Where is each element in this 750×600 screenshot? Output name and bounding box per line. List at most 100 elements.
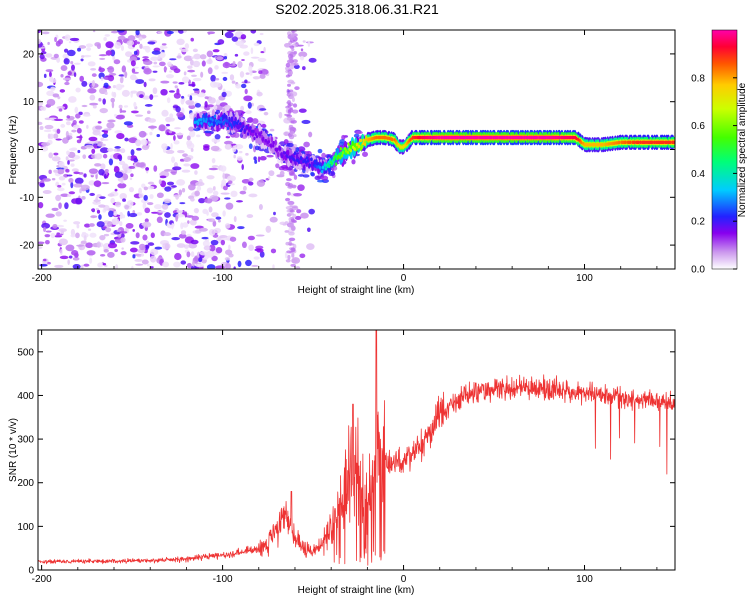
noise-blob [129, 247, 138, 253]
y-tick-label: 20 [23, 49, 35, 60]
noise-blob [255, 234, 265, 237]
noise-blob [138, 130, 147, 138]
noise-blob [176, 243, 186, 248]
noise-blob [73, 221, 81, 225]
ridge-halo [320, 175, 329, 181]
noise-blob [289, 130, 295, 135]
noise-blob [72, 119, 77, 125]
ridge-halo [355, 131, 363, 135]
noise-blob [198, 197, 206, 204]
noise-blob [164, 212, 171, 218]
noise-blob [103, 128, 112, 131]
noise-blob [186, 262, 192, 269]
noise-blob [47, 41, 50, 46]
noise-blob [49, 71, 52, 78]
noise-blob [241, 58, 245, 61]
ridge-peak [608, 142, 611, 146]
noise-blob [220, 192, 230, 195]
noise-blob [171, 236, 180, 241]
noise-blob [190, 37, 194, 42]
ridge-peak [414, 135, 418, 140]
noise-blob [180, 260, 187, 265]
ridge-peak [205, 117, 208, 121]
noise-blob [288, 35, 296, 41]
noise-blob [287, 185, 294, 189]
ridge-peak [400, 145, 403, 149]
noise-blob [87, 61, 96, 67]
noise-blob [287, 200, 295, 206]
noise-blob [39, 125, 44, 130]
noise-blob [184, 43, 190, 50]
noise-blob [175, 214, 179, 222]
ridge-halo [316, 179, 325, 183]
ridge-halo [339, 139, 346, 144]
noise-blob [259, 251, 265, 258]
noise-blob [293, 62, 299, 66]
noise-blob [307, 227, 311, 233]
noise-blob [169, 113, 174, 119]
noise-blob [196, 185, 202, 191]
noise-blob [287, 254, 291, 260]
ridge-peak [281, 154, 284, 158]
noise-blob [131, 68, 136, 73]
ridge-peak [523, 135, 526, 140]
noise-blob [171, 156, 176, 163]
noise-blob [67, 71, 72, 76]
noise-blob [90, 68, 97, 71]
noise-blob [173, 135, 176, 141]
ridge-core [223, 112, 226, 119]
ridge-halo [251, 118, 259, 124]
noise-blob [105, 41, 114, 49]
noise-blob [165, 74, 174, 79]
noise-blob [60, 193, 70, 197]
ridge-peak [496, 135, 499, 140]
noise-blob [291, 205, 298, 208]
noise-blob [180, 48, 189, 53]
noise-blob [136, 212, 143, 216]
noise-blob [127, 155, 132, 160]
noise-blob [107, 251, 115, 258]
noise-blob [298, 108, 307, 113]
noise-blob [98, 168, 105, 176]
noise-blob [71, 250, 79, 256]
noise-blob [180, 97, 185, 105]
noise-blob [211, 157, 216, 164]
noise-blob [81, 231, 87, 235]
noise-blob [106, 122, 115, 129]
noise-blob [236, 200, 243, 203]
noise-blob [222, 76, 228, 82]
noise-blob [132, 228, 135, 232]
noise-blob [213, 82, 222, 88]
noise-blob [302, 66, 306, 71]
noise-blob [229, 64, 237, 67]
noise-blob [119, 221, 123, 227]
noise-blob [104, 264, 108, 268]
noise-blob [208, 206, 213, 213]
noise-blob [223, 140, 233, 145]
ridge-halo [314, 175, 322, 181]
ridge-peak [276, 147, 279, 151]
noise-blob [183, 156, 192, 162]
noise-blob [307, 40, 311, 47]
ridge-peak [443, 135, 446, 140]
noise-blob [101, 181, 110, 185]
noise-blob [141, 144, 150, 151]
noise-blob [140, 253, 145, 257]
noise-blob [234, 53, 239, 57]
noise-blob [67, 193, 72, 198]
noise-blob [146, 110, 151, 114]
noise-blob [189, 219, 197, 226]
noise-blob [171, 222, 174, 230]
noise-blob [245, 72, 250, 75]
noise-blob [38, 241, 45, 245]
noise-blob [244, 79, 248, 84]
noise-blob [53, 169, 59, 173]
ridge-peak [580, 140, 583, 145]
noise-blob [150, 232, 155, 239]
ridge-peak [662, 140, 665, 145]
noise-blob [105, 50, 113, 56]
y-tick-label: 400 [17, 391, 34, 402]
noise-blob [38, 101, 44, 106]
noise-blob [81, 264, 84, 269]
noise-blob [71, 168, 79, 173]
